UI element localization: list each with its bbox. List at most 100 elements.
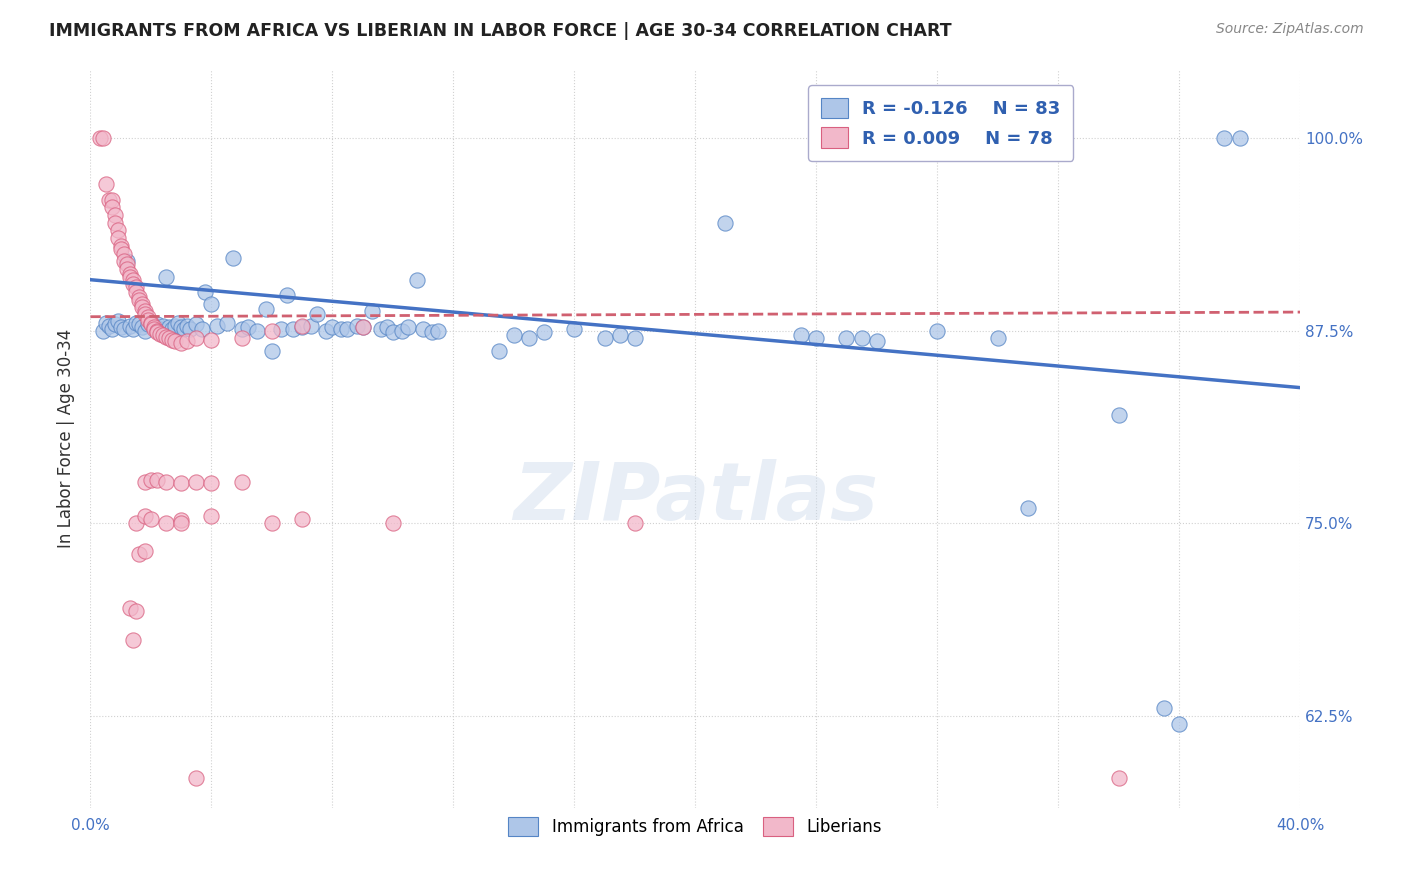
Point xyxy=(176,318,198,333)
Point xyxy=(1213,131,1236,145)
Point xyxy=(835,331,858,345)
Point xyxy=(170,516,193,531)
Point xyxy=(321,320,343,334)
Point xyxy=(291,511,314,525)
Point xyxy=(170,320,193,334)
Point xyxy=(609,328,631,343)
Point xyxy=(89,131,111,145)
Point xyxy=(121,277,143,292)
Point xyxy=(517,331,540,345)
Point xyxy=(336,322,359,336)
Point xyxy=(714,216,737,230)
Point xyxy=(281,322,304,336)
Point xyxy=(134,508,156,523)
Point xyxy=(623,516,645,531)
Point xyxy=(134,475,156,489)
Point xyxy=(260,516,283,531)
Point xyxy=(115,261,138,276)
Point xyxy=(1017,500,1039,515)
Point xyxy=(146,473,169,487)
Point xyxy=(157,320,180,334)
Point xyxy=(112,322,135,336)
Point xyxy=(186,475,208,489)
Point xyxy=(806,331,828,345)
Point xyxy=(128,547,150,561)
Point xyxy=(110,239,132,253)
Point xyxy=(100,200,122,214)
Point xyxy=(125,516,148,531)
Point xyxy=(406,273,429,287)
Point xyxy=(391,324,413,338)
Point xyxy=(146,318,169,332)
Point xyxy=(236,320,259,334)
Point xyxy=(427,324,450,338)
Point xyxy=(186,318,208,332)
Point xyxy=(146,324,169,338)
Point xyxy=(176,334,198,349)
Point xyxy=(131,320,153,334)
Point xyxy=(100,322,122,336)
Point xyxy=(118,267,141,281)
Point xyxy=(352,320,374,334)
Point xyxy=(260,343,283,358)
Point xyxy=(200,476,222,491)
Y-axis label: In Labor Force | Age 30-34: In Labor Force | Age 30-34 xyxy=(58,329,75,548)
Point xyxy=(381,325,404,339)
Point xyxy=(194,285,217,299)
Point xyxy=(139,511,162,525)
Point xyxy=(790,328,813,343)
Point xyxy=(134,303,156,318)
Point xyxy=(115,254,138,268)
Point xyxy=(502,328,524,343)
Point xyxy=(291,320,314,334)
Point xyxy=(562,322,585,336)
Point xyxy=(97,193,120,207)
Point xyxy=(170,476,193,491)
Point xyxy=(157,331,180,345)
Point xyxy=(107,314,129,328)
Point xyxy=(1108,771,1130,785)
Point xyxy=(360,303,382,318)
Point xyxy=(191,322,214,336)
Point xyxy=(139,318,162,332)
Point xyxy=(128,293,150,307)
Point xyxy=(200,508,222,523)
Point xyxy=(115,257,138,271)
Point xyxy=(91,324,114,338)
Point xyxy=(307,307,329,321)
Point xyxy=(396,320,419,334)
Point xyxy=(215,316,238,330)
Point xyxy=(136,318,159,332)
Point xyxy=(125,604,148,618)
Point xyxy=(291,318,314,333)
Point xyxy=(121,633,143,648)
Point xyxy=(134,307,156,321)
Point xyxy=(125,280,148,294)
Point xyxy=(139,316,162,330)
Point xyxy=(254,301,277,316)
Point xyxy=(128,290,150,304)
Point xyxy=(987,331,1010,345)
Point xyxy=(121,322,143,336)
Point xyxy=(134,544,156,558)
Point xyxy=(1153,701,1175,715)
Point xyxy=(152,328,174,343)
Point xyxy=(131,301,153,315)
Point xyxy=(97,318,120,333)
Point xyxy=(125,316,148,330)
Point xyxy=(231,475,253,489)
Point xyxy=(866,334,889,349)
Point xyxy=(270,322,292,336)
Point xyxy=(330,322,353,336)
Point xyxy=(165,318,187,333)
Point xyxy=(299,318,322,333)
Point xyxy=(155,516,177,531)
Point xyxy=(352,320,374,334)
Point xyxy=(412,322,434,336)
Point xyxy=(186,771,208,785)
Point xyxy=(155,475,177,489)
Point xyxy=(207,318,229,333)
Point xyxy=(381,516,404,531)
Point xyxy=(246,324,269,338)
Point xyxy=(107,223,129,237)
